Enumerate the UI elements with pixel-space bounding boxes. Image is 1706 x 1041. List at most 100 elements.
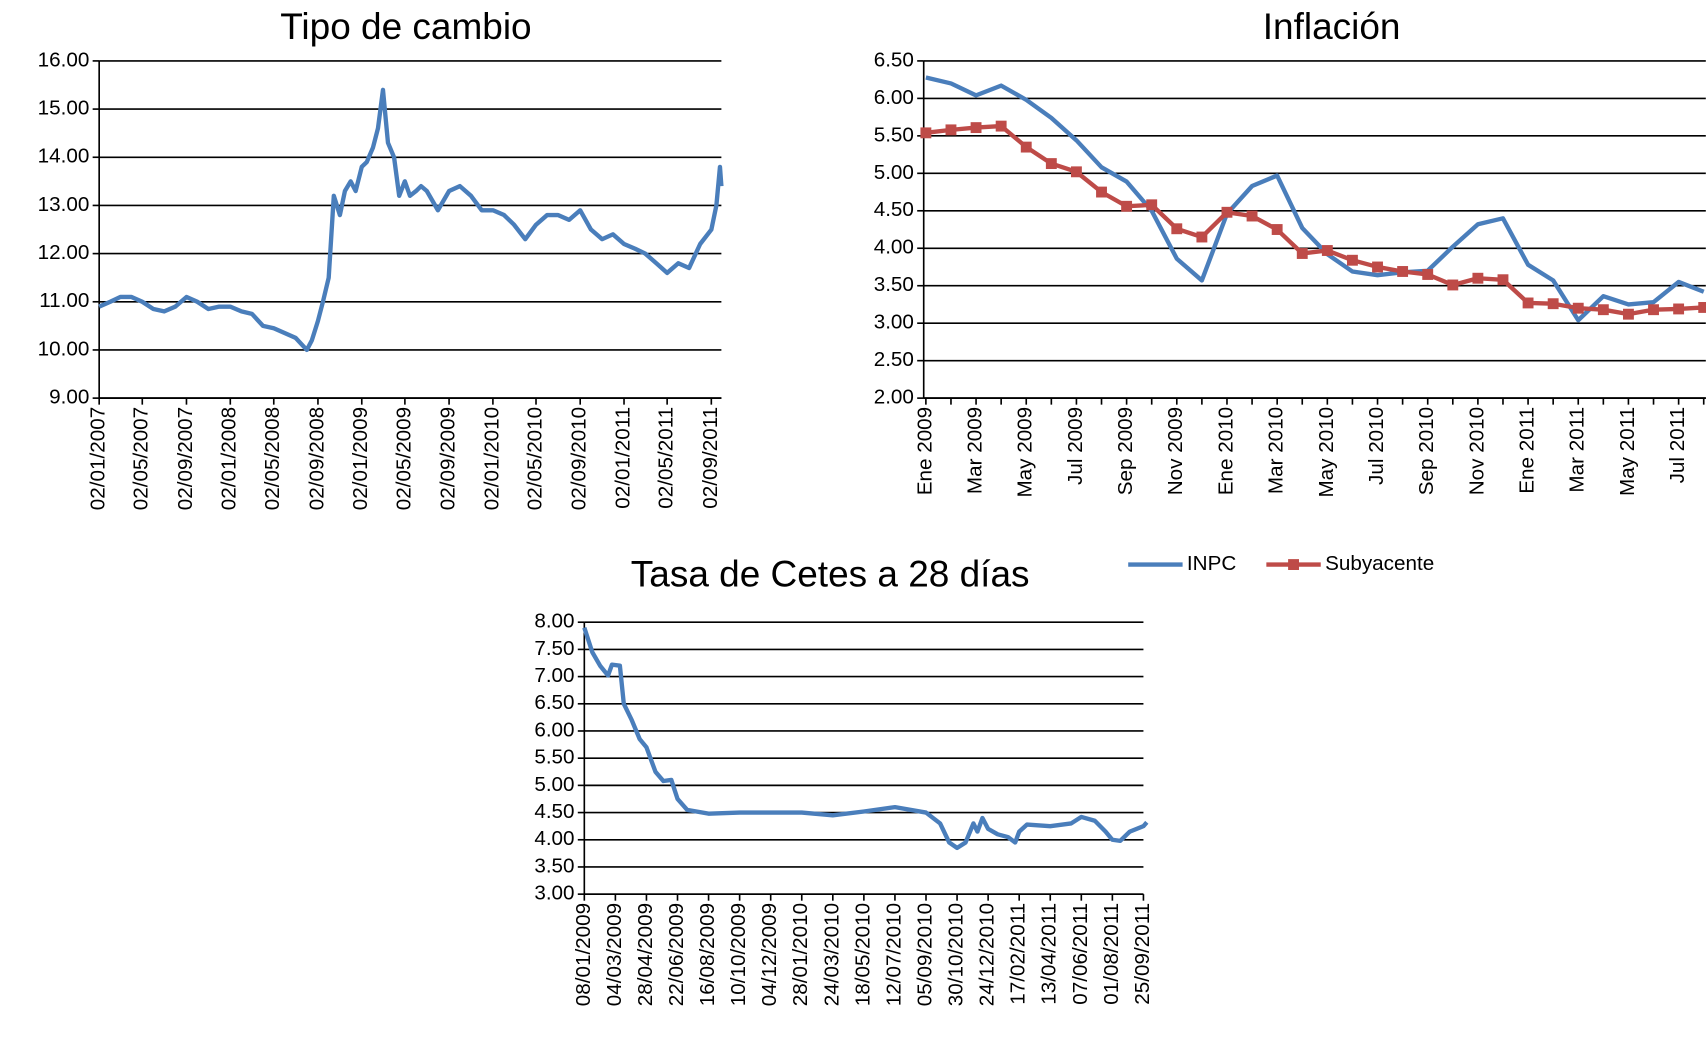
data-point: [920, 127, 932, 139]
chart-title: Tipo de cambio: [280, 6, 531, 47]
data-point: [1296, 248, 1308, 259]
data-point: [1622, 308, 1634, 320]
x-tick-label: 02/09/2009: [437, 407, 460, 510]
y-tick-label: 10.00: [38, 337, 90, 360]
y-tick-label: 5.00: [534, 773, 574, 796]
x-tick-label: 24/12/2010: [976, 903, 999, 1006]
data-point: [970, 122, 982, 134]
x-tick-label: 01/08/2011: [1100, 903, 1123, 1005]
data-point: [1045, 158, 1057, 170]
data-point: [1020, 141, 1032, 153]
chart-title: Tasa de Cetes a 28 días: [631, 553, 1030, 594]
x-tick-label: 02/01/2010: [480, 407, 503, 510]
x-tick-label: 07/06/2011: [1069, 903, 1092, 1005]
chart: Tipo de cambio 9.00 10.00 11.00 12.00 13.00 14…: [38, 6, 724, 510]
x-tick-label: 02/09/2007: [174, 407, 197, 510]
y-tick-label: 3.50: [534, 854, 574, 877]
x-tick-label: 02/01/2007: [87, 407, 110, 510]
chart: Tasa de Cetes a 28 días 3.00 3.50 4.00 4.50 5…: [534, 553, 1154, 1006]
x-tick-label: 24/03/2010: [820, 903, 843, 1006]
data-point: [1472, 272, 1484, 284]
y-tick-label: 2.50: [874, 348, 914, 371]
x-tick-label: Jul 2009: [1064, 407, 1087, 485]
data-point: [1171, 223, 1183, 235]
data-point: [1447, 279, 1459, 291]
x-tick-label: Sep 2009: [1114, 407, 1137, 495]
y-tick-label: 9.00: [49, 386, 89, 409]
data-point: [1146, 199, 1158, 211]
chart: Inflación 2.00 2.50 3.00 3.50 4.00 4.50 5.00 5.5…: [874, 6, 1706, 575]
x-tick-label: 05/09/2010: [913, 903, 936, 1006]
x-tick-label: Mar 2009: [964, 407, 987, 494]
x-tick-label: 02/09/2011: [699, 407, 722, 509]
data-point: [1572, 302, 1584, 314]
x-tick-label: 02/05/2007: [130, 407, 153, 510]
data-point: [1547, 298, 1559, 310]
x-tick-label: Mar 2010: [1265, 407, 1288, 494]
x-tick-label: Jul 2011: [1666, 407, 1689, 484]
x-tick-label: 16/08/2009: [696, 903, 719, 1006]
x-tick-label: 10/10/2009: [727, 903, 750, 1006]
x-tick-label: Nov 2009: [1164, 407, 1187, 495]
y-tick-label: 13.00: [38, 193, 90, 216]
data-line: [98, 87, 724, 353]
x-tick-label: Sep 2010: [1415, 407, 1438, 495]
x-tick-label: 02/01/2011: [611, 407, 634, 509]
x-tick-label: 30/10/2010: [945, 903, 968, 1006]
x-tick-label: 02/01/2009: [349, 407, 372, 510]
y-tick-label: 6.00: [534, 718, 574, 741]
x-tick-label: 02/05/2008: [261, 407, 284, 510]
data-point: [1673, 303, 1685, 315]
data-point: [1246, 210, 1258, 222]
x-tick-label: Nov 2010: [1465, 407, 1488, 495]
data-point: [1522, 297, 1534, 309]
data-point: [1497, 274, 1509, 286]
x-tick-label: Ene 2010: [1214, 407, 1237, 495]
x-tick-label: May 2010: [1315, 407, 1338, 498]
data-point: [1648, 304, 1659, 316]
y-tick-label: 5.00: [874, 161, 914, 184]
x-tick-label: Ene 2011: [1516, 407, 1539, 494]
data-point: [1196, 231, 1208, 243]
y-tick-label: 6.50: [534, 691, 574, 714]
data-point: [1698, 302, 1706, 313]
x-tick-label: 28/04/2009: [634, 903, 657, 1006]
y-tick-label: 12.00: [38, 241, 90, 264]
data-point: [1121, 200, 1133, 212]
x-tick-label: 25/09/2011: [1131, 903, 1154, 1005]
y-tick-label: 4.00: [874, 236, 914, 259]
data-point: [945, 124, 957, 136]
data-point: [1221, 206, 1233, 218]
y-tick-label: 5.50: [874, 123, 914, 146]
x-tick-label: 04/12/2009: [758, 903, 781, 1006]
data-line: [582, 626, 1149, 851]
y-tick-label: 14.00: [38, 145, 90, 168]
y-tick-label: 3.00: [874, 311, 914, 334]
y-tick-label: 4.50: [534, 800, 574, 823]
x-tick-label: 02/05/2009: [392, 407, 415, 510]
x-tick-label: 13/04/2011: [1038, 903, 1061, 1005]
x-tick-label: 04/03/2009: [603, 903, 626, 1006]
y-tick-label: 3.00: [534, 882, 574, 905]
x-tick-label: May 2009: [1014, 407, 1037, 498]
x-tick-label: 28/01/2010: [789, 903, 812, 1006]
x-tick-label: 08/01/2009: [572, 903, 595, 1006]
y-tick-label: 6.50: [874, 48, 914, 71]
y-tick-label: 4.50: [874, 198, 914, 221]
y-tick-label: 11.00: [39, 289, 89, 312]
data-point: [1597, 304, 1609, 316]
y-tick-label: 4.00: [534, 827, 574, 850]
legend-label: INPC: [1187, 552, 1236, 575]
y-tick-label: 16.00: [38, 48, 90, 71]
data-point: [995, 120, 1007, 132]
data-point: [1346, 254, 1358, 266]
x-tick-label: 02/05/2011: [655, 407, 678, 509]
x-tick-label: 22/06/2009: [665, 903, 688, 1006]
y-tick-label: 6.00: [874, 86, 914, 109]
y-tick-label: 7.50: [534, 637, 574, 660]
x-tick-label: 18/05/2010: [851, 903, 874, 1006]
y-tick-label: 15.00: [38, 97, 90, 120]
